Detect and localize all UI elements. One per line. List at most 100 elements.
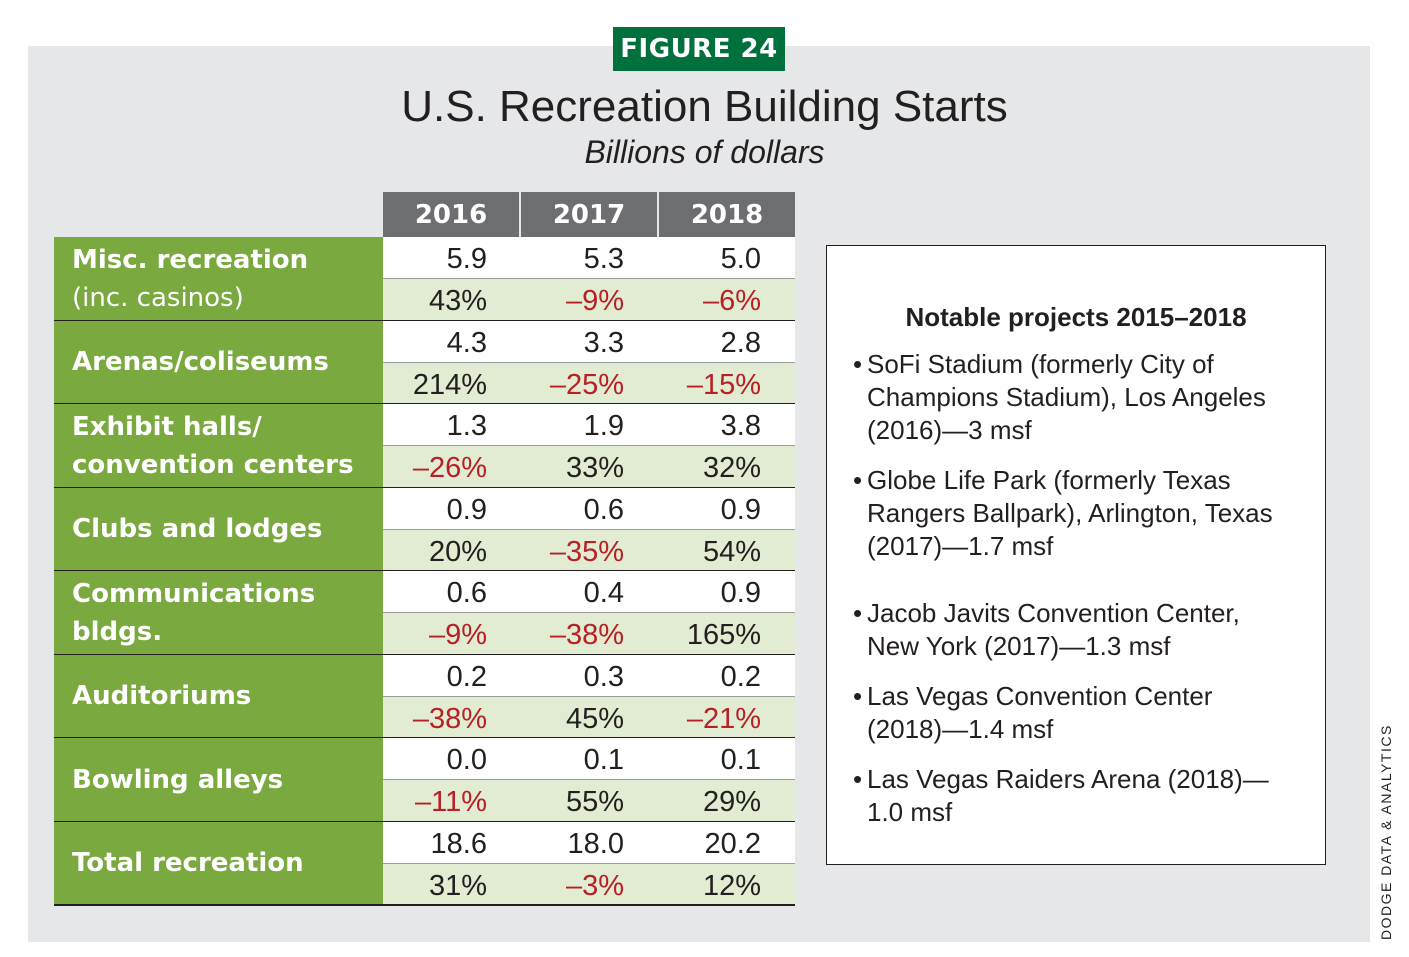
bullet-icon: • [853,681,863,711]
row-label-main: Clubs and lodges [72,514,323,545]
value-cell: 0.4 [583,577,624,609]
row-cells: 0.6 0.4 0.9 –9% –38% 165% [383,571,795,655]
inner-divider [383,278,795,279]
row-cells: 1.3 1.9 3.8 –26% 33% 32% [383,404,795,488]
value-cell: 0.9 [720,577,761,609]
row-label-main: Arenas/coliseums [72,347,329,378]
note-line: SoFi Stadium (formerly City of [867,349,1214,379]
value-cell: 5.3 [583,243,624,275]
inner-divider [383,361,795,363]
note-line: Jacob Javits Convention Center, [867,598,1240,628]
change-cell: 45% [565,702,624,735]
row-label: Clubs and lodges [54,487,383,571]
value-row: 4.3 3.3 2.8 [383,320,795,362]
change-row: –9% –38% 165% [383,613,795,654]
row-label: Exhibit halls/convention centers [54,404,383,488]
row-label: Total recreation [54,821,383,905]
row-label: Auditoriums [54,654,383,738]
figure-badge: FIGURE 24 [613,25,785,71]
change-row: 43% –9% –6% [383,279,795,320]
row-label-main: Misc. recreation [72,244,309,275]
value-cell: 0.2 [720,660,761,693]
value-cell: 0.9 [720,493,761,526]
row-label: Arenas/coliseums [54,320,383,404]
bullet-icon: • [853,349,863,379]
notable-projects-box: Notable projects 2015–2018 • SoFi Stadium… [826,245,1326,865]
notes-title: Notable projects 2015–2018 [905,302,1247,332]
row-cells: 18.6 18.0 20.2 31% –3% 12% [383,821,795,906]
row-divider [54,904,795,906]
change-cell: –35% [549,535,624,568]
change-cell: –15% [686,368,761,401]
change-row: –11% 55% 29% [383,780,795,821]
row-label: Bowling alleys [54,738,383,822]
value-cell: 18.0 [567,827,624,860]
note-line: (2018)—1.4 msf [867,714,1054,744]
value-cell: 5.0 [720,243,761,275]
row-label-main: Total recreation [72,848,304,879]
change-cell: 55% [565,786,624,818]
value-row: 0.6 0.4 0.9 [383,571,795,612]
note-line: (2017)—1.7 msf [867,531,1054,561]
value-cell: 0.6 [446,577,487,609]
row-label-sub: bldgs. [72,616,163,647]
value-cell: 0.2 [446,660,487,693]
column-header-2016: 2016 [383,192,519,237]
change-cell: 12% [702,869,761,902]
change-cell: –11% [414,786,487,818]
row-label-sub: convention centers [72,449,354,480]
change-cell: –26% [412,452,487,484]
note-line: (2016)—3 msf [867,415,1032,445]
value-row: 0.0 0.1 0.1 [383,738,795,779]
change-row: 31% –3% 12% [383,863,795,905]
change-cell: 214% [412,368,487,401]
change-cell: 54% [702,535,761,568]
change-cell: 31% [428,869,487,902]
note-line: Champions Stadium), Los Angeles [867,382,1266,412]
note-item: • Las Vegas Convention Center (2018)—1.4 m… [853,680,1313,746]
row-cells: 0.0 0.1 0.1 –11% 55% 29% [383,738,795,822]
value-cell: 18.6 [430,827,487,860]
note-line: 1.0 msf [867,797,953,827]
bullet-icon: • [853,598,863,628]
row-label-main: Exhibit halls/ [72,411,262,442]
bullet-icon: • [853,465,863,495]
inner-divider [383,695,795,697]
note-item: • Globe Life Park (formerly Texas Rangers … [853,464,1313,563]
chart-subtitle: Billions of dollars [584,134,825,170]
row-label-main: Auditoriums [72,681,252,712]
value-cell: 20.2 [704,827,761,860]
change-row: –26% 33% 32% [383,446,795,487]
change-cell: 32% [702,452,761,484]
value-row: 1.3 1.9 3.8 [383,404,795,445]
note-line: New York (2017)—1.3 msf [867,631,1171,661]
value-row: 0.2 0.3 0.2 [383,654,795,696]
change-row: 20% –35% 54% [383,529,795,571]
value-cell: 0.6 [583,493,624,526]
change-cell: –9% [428,619,487,651]
change-cell: –25% [549,368,624,401]
note-line: Las Vegas Convention Center [867,681,1213,711]
inner-divider [383,445,795,446]
value-row: 5.9 5.3 5.0 [383,237,795,278]
row-label-sub: (inc. casinos) [72,282,244,313]
row-label-main: Communications [72,578,316,609]
column-header-2018: 2018 [659,192,795,237]
change-cell: –9% [565,285,624,317]
bullet-icon: • [853,764,863,794]
value-cell: 0.1 [583,744,624,776]
change-cell: –38% [549,619,624,651]
row-cells: 0.2 0.3 0.2 –38% 45% –21% [383,654,795,739]
inner-divider [383,528,795,530]
note-item: • SoFi Stadium (formerly City of Champions… [853,348,1313,447]
value-cell: 1.3 [446,410,487,442]
change-cell: 165% [686,619,761,651]
row-cells: 4.3 3.3 2.8 214% –25% –15% [383,320,795,405]
row-cells: 0.9 0.6 0.9 20% –35% 54% [383,487,795,572]
change-cell: –6% [702,285,761,317]
row-cells: 5.9 5.3 5.0 43% –9% –6% [383,237,795,321]
column-header-2017: 2017 [521,192,657,237]
change-cell: 29% [702,786,761,818]
change-cell: –21% [686,702,761,735]
inner-divider [383,779,795,780]
